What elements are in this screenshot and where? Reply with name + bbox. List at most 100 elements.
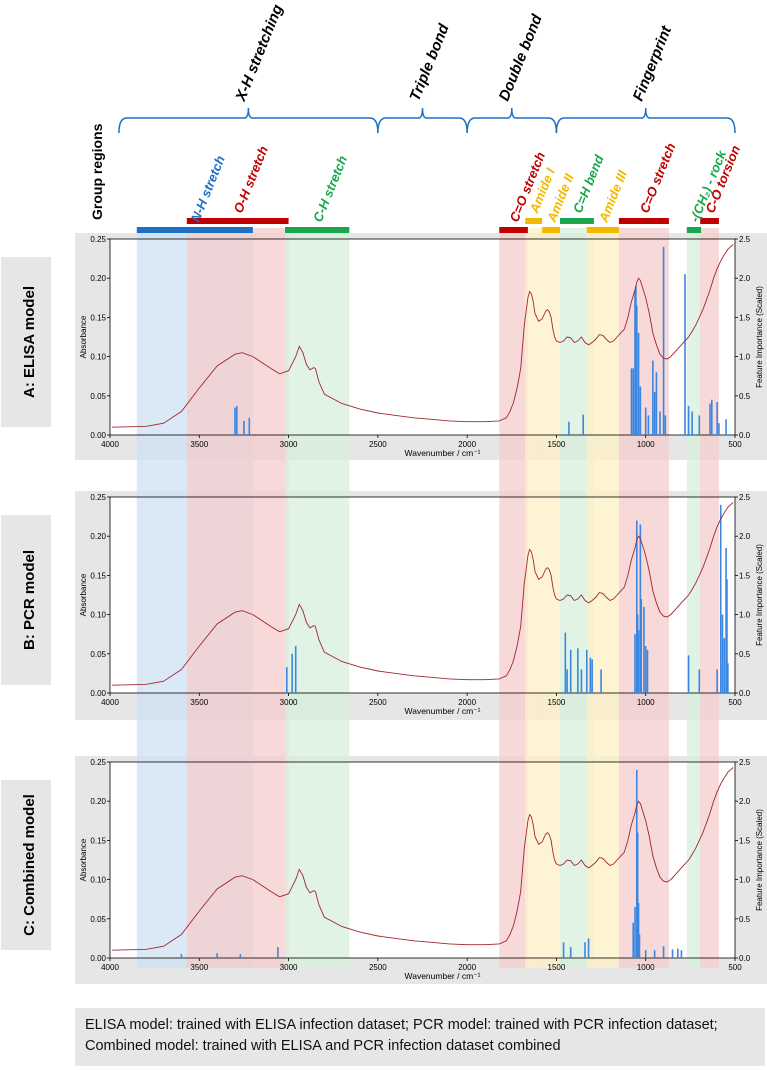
x-tick-label: 2500 [369, 440, 387, 449]
y-tick-label: 0.25 [90, 235, 106, 244]
spectrum-line [111, 767, 734, 951]
y-tick-label: 0.10 [90, 876, 106, 885]
x-tick-label: 3000 [280, 698, 298, 707]
group-label: Double bond [496, 11, 546, 103]
x-tick-label: 1000 [637, 440, 655, 449]
y-tick-label: 0.15 [90, 313, 106, 322]
y-right-tick-label: 0.5 [739, 915, 751, 924]
x-tick-label: 3500 [190, 440, 208, 449]
y-right-tick-label: 1.5 [739, 836, 751, 845]
y-right-tick-label: 0.5 [739, 392, 751, 401]
y-tick-label: 0.00 [90, 689, 106, 698]
spectrum-line [111, 244, 734, 428]
band-shade [618, 228, 669, 968]
y-right-tick-label: 2.5 [739, 235, 751, 244]
x-tick-label: 1000 [637, 963, 655, 972]
band-bar [586, 227, 619, 233]
band-label: N-H stretch [188, 153, 228, 224]
panel-2: B: PCR model 4000 3500 3000 2500 2000 1500 1000… [1, 493, 764, 716]
x-tick-label: 3500 [190, 963, 208, 972]
band-bar [186, 218, 289, 224]
figure: N-H stretch O-H stretch C-H stretch C=O str… [1, 2, 767, 984]
x-axis-label: Wavenumber / cm⁻¹ [405, 706, 481, 716]
caption: ELISA model: trained with ELISA infectio… [75, 1008, 765, 1066]
panel-label-box [1, 780, 51, 950]
band-shade [586, 228, 619, 968]
band-bar [686, 227, 702, 233]
x-tick-label: 2500 [369, 963, 387, 972]
x-tick-label: 3000 [280, 963, 298, 972]
y-axis-label: Absorbance [79, 315, 88, 358]
band-bar [560, 218, 594, 224]
x-tick-label: 1500 [548, 440, 566, 449]
x-tick-label: 1500 [548, 698, 566, 707]
plot-frame [109, 761, 736, 959]
y-tick-label: 0.25 [90, 758, 106, 767]
y-tick-label: 0.00 [90, 954, 106, 963]
y-tick-label: 0.15 [90, 571, 106, 580]
y-right-tick-label: 2.0 [739, 797, 751, 806]
y-right-tick-label: 0.0 [739, 431, 751, 440]
x-tick-label: 1500 [548, 963, 566, 972]
y-right-axis-label: Feature Importance (Scaled) [755, 286, 764, 388]
y-right-tick-label: 2.0 [739, 274, 751, 283]
x-tick-label: 4000 [101, 698, 119, 707]
y-right-tick-label: 2.0 [739, 532, 751, 541]
y-right-tick-label: 0.5 [739, 650, 751, 659]
panel-1: A: ELISA model 4000 3500 3000 2500 2000 1500 10… [1, 235, 764, 458]
y-tick-label: 0.05 [90, 915, 106, 924]
x-tick-label: 2000 [458, 963, 476, 972]
panel-3: C: Combined model 4000 3500 3000 2500 2000 150… [1, 758, 764, 981]
band-shade [285, 228, 350, 968]
band-bar [542, 227, 560, 233]
band-bar [618, 218, 669, 224]
panel-label-box [1, 515, 51, 685]
group-label: Triple bond [406, 21, 453, 104]
spectrum-line [111, 502, 734, 686]
plot-frame [109, 496, 736, 694]
x-tick-label: 4000 [101, 963, 119, 972]
band-shade [686, 228, 702, 968]
y-tick-label: 0.05 [90, 650, 106, 659]
y-tick-label: 0.10 [90, 611, 106, 620]
x-axis-label: Wavenumber / cm⁻¹ [405, 971, 481, 981]
y-right-tick-label: 2.5 [739, 758, 751, 767]
x-tick-label: 1000 [637, 698, 655, 707]
group-brace [555, 107, 736, 134]
x-tick-label: 500 [728, 698, 742, 707]
y-right-tick-label: 2.5 [739, 493, 751, 502]
x-tick-label: 3000 [280, 440, 298, 449]
panel-label: C: Combined model [21, 794, 38, 936]
y-tick-label: 0.00 [90, 431, 106, 440]
y-axis-label: Absorbance [79, 838, 88, 881]
x-tick-label: 2000 [458, 698, 476, 707]
panel-label: B: PCR model [21, 550, 38, 650]
y-right-tick-label: 0.0 [739, 689, 751, 698]
y-tick-label: 0.25 [90, 493, 106, 502]
group-brace [377, 107, 468, 134]
plot-frame [109, 238, 736, 436]
x-tick-label: 3500 [190, 698, 208, 707]
band-label: O-H stretch [231, 144, 271, 215]
x-axis-label: Wavenumber / cm⁻¹ [405, 448, 481, 458]
group-regions-label: Group regions [89, 123, 105, 220]
panel-label: A: ELISA model [21, 286, 38, 398]
band-label: C-H stretch [310, 153, 350, 224]
x-tick-label: 2000 [458, 440, 476, 449]
y-right-tick-label: 1.5 [739, 571, 751, 580]
y-right-tick-label: 1.0 [739, 876, 751, 885]
group-label: X-H stretching [232, 2, 287, 104]
y-tick-label: 0.20 [90, 532, 106, 541]
band-shade [525, 228, 543, 968]
y-tick-label: 0.20 [90, 274, 106, 283]
y-right-tick-label: 1.0 [739, 611, 751, 620]
band-bar [285, 227, 350, 233]
x-tick-label: 2500 [369, 698, 387, 707]
band-shade [542, 228, 560, 968]
band-bar [499, 227, 528, 233]
y-right-axis-label: Feature Importance (Scaled) [755, 809, 764, 911]
group-brace [118, 107, 379, 134]
y-right-tick-label: 0.0 [739, 954, 751, 963]
y-tick-label: 0.15 [90, 836, 106, 845]
band-bar [525, 218, 543, 224]
